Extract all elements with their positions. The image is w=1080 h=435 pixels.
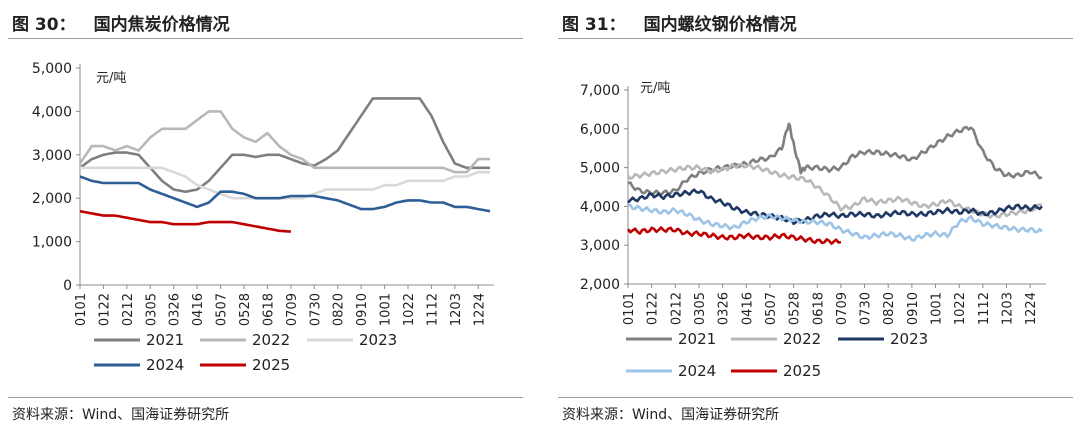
unit-label: 元/吨: [640, 81, 670, 96]
figure-title: 图 31： 国内螺纹钢价格情况: [562, 10, 797, 35]
x-tick-label: 0709: [835, 292, 850, 325]
series-line-2023: [80, 166, 490, 200]
y-tick-label: 5,000: [32, 61, 72, 77]
figure-caption: 国内螺纹钢价格情况: [643, 15, 797, 35]
x-tick-label: 0416: [191, 293, 206, 326]
series-line-2025: [79, 209, 292, 233]
bottom-rule: [8, 397, 523, 398]
unit-label: 元/吨: [96, 71, 126, 86]
series-line-2021: [627, 122, 1043, 197]
x-tick-label: 1203: [449, 293, 464, 326]
x-tick-label: 0305: [144, 293, 159, 326]
x-tick-label: 0101: [74, 293, 89, 326]
x-tick-label: 0305: [693, 292, 708, 325]
figure-31: 图 31： 国内螺纹钢价格情况 2,000 3,000 4,000 5,000 6,000…: [558, 0, 1078, 435]
y-tick-label: 2,000: [580, 277, 620, 293]
legend-label-2023: 2023: [359, 331, 397, 349]
x-tick-label: 0122: [646, 292, 661, 325]
x-tick-label: 0507: [764, 292, 779, 325]
series-line-2023: [627, 188, 1043, 226]
legend-label-2021: 2021: [678, 330, 716, 348]
x-tick-label: 0820: [332, 293, 347, 326]
legend-label-2022: 2022: [783, 330, 821, 348]
x-tick-label: 0618: [261, 293, 276, 326]
y-tick-label: 2,000: [32, 191, 72, 207]
y-tick-label: 4,000: [32, 104, 72, 120]
x-tick-label: 0122: [97, 293, 112, 326]
legend-label-2021: 2021: [146, 331, 184, 349]
x-tick-label: 0212: [669, 292, 684, 325]
legend-label-2025: 2025: [783, 362, 821, 380]
x-tick-label: 0618: [811, 292, 826, 325]
legend-label-2025: 2025: [252, 356, 290, 374]
figure-number: 图 31：: [562, 15, 626, 35]
x-tick-label: 1224: [1024, 292, 1039, 325]
series-line-2024: [79, 175, 491, 213]
top-rule: [8, 38, 523, 39]
x-tick-label: 0101: [622, 292, 637, 325]
legend-label-2024: 2024: [146, 356, 184, 374]
x-tick-label: 1203: [1001, 292, 1016, 325]
x-tick-label: 0910: [906, 292, 921, 325]
y-tick-label: 1,000: [32, 235, 72, 251]
x-tick-label: 0709: [285, 293, 300, 326]
x-tick-label: 1001: [379, 293, 394, 326]
y-tick-label: 4,000: [580, 199, 620, 215]
figure-number: 图 30：: [12, 15, 76, 35]
legend-label-2024: 2024: [678, 362, 716, 380]
x-tick-label: 1001: [930, 292, 945, 325]
x-tick-label: 0507: [215, 293, 230, 326]
bottom-rule: [558, 397, 1073, 398]
series-line-2021: [79, 97, 490, 193]
y-tick-label: 3,000: [32, 148, 72, 164]
rebar-price-chart: 2,000 3,000 4,000 5,000 6,000 7,000 0101 0122 02…: [580, 81, 1046, 380]
x-tick-label: 0416: [740, 292, 755, 325]
x-tick-label: 1112: [425, 293, 440, 326]
x-tick-label: 0730: [859, 292, 874, 325]
legend-label-2022: 2022: [252, 331, 290, 349]
x-tick-label: 0326: [717, 292, 732, 325]
coke-price-chart: 0 1,000 2,000 3,000 4,000 5,000 0101 0122 0212 03…: [32, 61, 494, 374]
x-tick-label: 1022: [402, 293, 417, 326]
x-tick-label: 0910: [355, 293, 370, 326]
y-tick-label: 7,000: [580, 83, 620, 99]
figure-title: 图 30： 国内焦炭价格情况: [12, 10, 230, 35]
top-rule: [558, 38, 1073, 39]
x-tick-label: 0326: [168, 293, 183, 326]
source-note: 资料来源：Wind、国海证券研究所: [12, 407, 230, 423]
x-tick-label: 0528: [788, 292, 803, 325]
source-note: 资料来源：Wind、国海证券研究所: [562, 407, 780, 423]
y-tick-label: 3,000: [580, 238, 620, 254]
x-tick-label: 1224: [472, 293, 487, 326]
x-tick-label: 0820: [882, 292, 897, 325]
x-tick-label: 1112: [977, 292, 992, 325]
series-line-2024: [628, 203, 1043, 242]
y-tick-label: 6,000: [580, 122, 620, 138]
series-line-2025: [626, 226, 842, 245]
series-line-2022: [78, 110, 490, 174]
x-tick-label: 0528: [238, 293, 253, 326]
series-line-2022: [627, 162, 1043, 219]
x-tick-label: 1022: [953, 292, 968, 325]
y-tick-label: 0: [63, 278, 72, 294]
x-tick-label: 0730: [308, 293, 323, 326]
figure-30: 图 30： 国内焦炭价格情况 0 1,000 2,000 3,000 4,000 5,000…: [8, 0, 528, 435]
y-tick-label: 5,000: [580, 161, 620, 177]
figure-caption: 国内焦炭价格情况: [93, 15, 230, 35]
x-tick-label: 0212: [121, 293, 136, 326]
legend-label-2023: 2023: [890, 330, 928, 348]
